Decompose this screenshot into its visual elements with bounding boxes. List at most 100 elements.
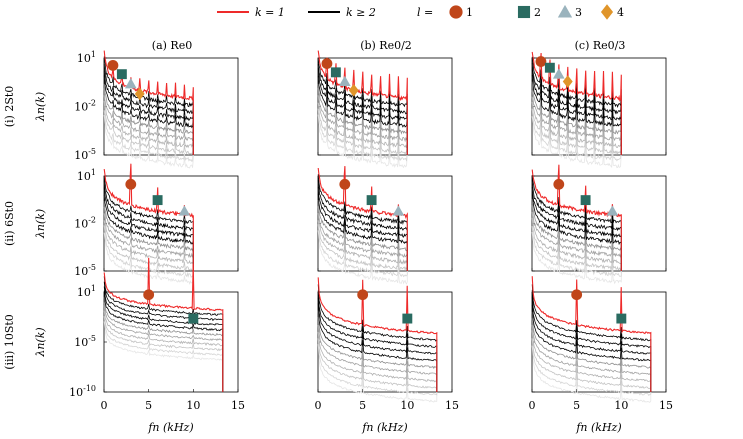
series-k-line [103, 194, 194, 271]
series-k1-line [103, 50, 194, 155]
panel-3-1 [103, 257, 239, 393]
series-k-line [103, 286, 224, 392]
series-k-line [317, 213, 408, 271]
series-k-line [317, 199, 408, 271]
column-title: (a) Re0 [152, 39, 192, 52]
harmonic-marker-l1 [321, 58, 333, 70]
series-k-line [531, 69, 622, 155]
series-k-line [317, 64, 408, 155]
x-tick-label: 15 [659, 399, 673, 412]
series-k-line [103, 201, 194, 271]
series-k-line [317, 290, 438, 392]
legend-black-label: k ≥ 2 [346, 6, 376, 19]
series-k1-line [531, 51, 622, 155]
harmonic-marker-l1 [339, 178, 351, 190]
harmonic-marker-l2 [330, 67, 341, 78]
y-tick-label: 101 [77, 284, 96, 299]
series-k-line [531, 198, 622, 271]
series-k-line [103, 305, 224, 392]
legend-marker-label: 3 [575, 6, 582, 19]
series-k-line [531, 296, 652, 392]
series-k-line [103, 100, 194, 156]
x-tick-label: 0 [529, 399, 536, 412]
panel-1-1 [103, 50, 239, 169]
y-axis-label: λn(k) [34, 92, 47, 122]
series-k-line [317, 331, 438, 392]
series-k-line [531, 289, 652, 392]
y-tick-label: 10-2 [74, 99, 96, 114]
series-k-line [531, 211, 622, 271]
series-k-line [317, 310, 438, 392]
harmonic-marker-l3 [178, 205, 191, 216]
y-axis-label: λn(k) [34, 327, 47, 357]
series-k-line [531, 330, 652, 392]
series-k-line [103, 321, 224, 392]
legend-marker-label: 2 [534, 6, 541, 19]
series-k1-line [103, 163, 194, 271]
y-tick-label: 101 [77, 50, 96, 65]
series-k-line [317, 303, 438, 392]
series-k-line [317, 324, 438, 392]
harmonic-marker-l2 [116, 69, 127, 80]
series-k-line [531, 116, 622, 169]
series-k-line [317, 186, 408, 271]
series-k-line [317, 344, 438, 403]
legend-marker-label: 1 [466, 6, 473, 19]
panel-3-3 [531, 276, 667, 403]
series-k-line [317, 230, 408, 285]
panel-2-2 [317, 166, 453, 285]
x-axis-label: fn (kHz) [147, 421, 193, 434]
series-k-line [317, 102, 408, 156]
y-tick-label: 10-5 [74, 147, 96, 162]
x-axis-label: fn (kHz) [361, 421, 407, 434]
harmonic-marker-l3 [338, 75, 351, 87]
series-k-line [103, 110, 194, 162]
column-title: (c) Re0/3 [575, 39, 626, 52]
harmonic-marker-l1 [535, 56, 547, 67]
series-k-line [103, 206, 194, 271]
legend-marker-3 [557, 4, 573, 18]
series-k-line [531, 186, 622, 271]
y-axis-label: λn(k) [34, 209, 47, 239]
harmonic-marker-l3 [124, 78, 137, 89]
series-k-line [317, 75, 408, 155]
y-tick-label: 10-5 [74, 263, 96, 278]
y-tick-label: 10-2 [74, 216, 96, 231]
series-k-line [317, 68, 408, 155]
series-k-line [103, 71, 194, 155]
series-k-line [531, 179, 622, 271]
x-tick-label: 5 [573, 399, 580, 412]
harmonic-marker-l2 [152, 195, 163, 206]
series-k-line [103, 187, 194, 271]
series-k-line [103, 114, 194, 169]
series-k-line [531, 81, 622, 155]
series-k-line [317, 58, 408, 155]
legend-l-prefix: l = [417, 6, 433, 19]
x-tick-label: 10 [186, 399, 200, 412]
series-k-line [531, 324, 652, 392]
series-k-line [103, 175, 194, 271]
panel-3-2 [317, 277, 453, 403]
row-label: (i) 2St0 [3, 86, 16, 128]
legend-marker-1 [449, 5, 463, 19]
harmonic-marker-l2 [188, 313, 199, 324]
series-k1-line [531, 276, 652, 392]
x-tick-label: 15 [445, 399, 459, 412]
row-label: (ii) 6St0 [3, 201, 16, 246]
x-tick-label: 15 [231, 399, 245, 412]
series-k-line [317, 220, 408, 272]
series-k-line [531, 96, 622, 155]
series-k-line [103, 276, 224, 392]
series-k-line [531, 205, 622, 271]
series-k-line [531, 284, 652, 392]
series-k-line [531, 101, 622, 156]
series-k-line [317, 317, 438, 392]
harmonic-marker-l3 [552, 68, 565, 79]
series-k-line [103, 83, 194, 155]
x-tick-label: 5 [359, 399, 366, 412]
series-k1-line [103, 257, 224, 392]
harmonic-marker-l2 [580, 195, 591, 206]
series-k-line [103, 88, 194, 155]
series-k-line [531, 318, 652, 392]
